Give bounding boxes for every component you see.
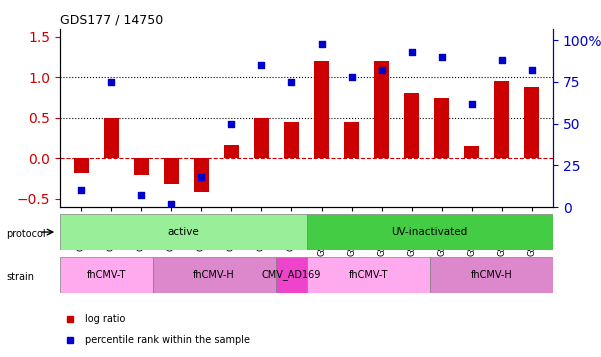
Point [407,49,416,55]
Point [377,67,386,73]
Bar [254,118,269,159]
Bar [494,81,509,159]
Point [317,41,326,46]
Point [347,74,356,80]
Bar [434,97,449,159]
FancyBboxPatch shape [276,257,307,293]
Point [197,174,206,180]
Bar [404,94,419,159]
Text: strain: strain [6,272,34,282]
FancyBboxPatch shape [430,257,553,293]
Point [106,79,116,85]
Point [287,79,296,85]
Text: percentile rank within the sample: percentile rank within the sample [85,335,250,345]
Point [136,192,146,198]
Bar [314,61,329,159]
Bar [74,159,89,173]
Point [166,201,176,207]
Text: UV-inactivated: UV-inactivated [392,227,468,237]
FancyBboxPatch shape [307,257,430,293]
Bar [194,159,209,192]
Bar [104,118,118,159]
FancyBboxPatch shape [307,214,553,250]
Bar [133,159,149,175]
Bar [464,146,480,159]
Bar [344,122,359,159]
Point [76,187,86,193]
Point [527,67,537,73]
FancyBboxPatch shape [153,257,276,293]
Point [467,101,477,106]
Text: fhCMV-H: fhCMV-H [194,270,235,280]
Bar [284,122,299,159]
Text: fhCMV-T: fhCMV-T [87,270,126,280]
FancyBboxPatch shape [60,257,153,293]
Point [227,121,236,126]
Point [497,57,507,63]
Bar [524,87,539,159]
Point [437,54,447,60]
Text: GDS177 / 14750: GDS177 / 14750 [60,13,163,26]
Text: fhCMV-T: fhCMV-T [349,270,388,280]
Text: CMV_AD169: CMV_AD169 [261,270,321,280]
FancyBboxPatch shape [60,214,307,250]
Text: protocol: protocol [6,229,46,239]
Text: active: active [168,227,199,237]
Text: fhCMV-H: fhCMV-H [471,270,512,280]
Bar [374,61,389,159]
Point [257,62,266,68]
Text: log ratio: log ratio [85,313,125,324]
Bar [224,145,239,159]
Bar [163,159,179,184]
